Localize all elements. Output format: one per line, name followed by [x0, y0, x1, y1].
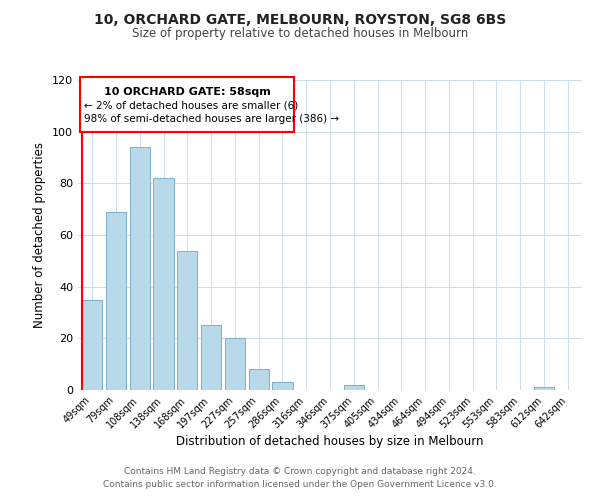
Bar — [344, 385, 364, 390]
Text: Size of property relative to detached houses in Melbourn: Size of property relative to detached ho… — [132, 28, 468, 40]
Text: 10, ORCHARD GATE, MELBOURN, ROYSTON, SG8 6BS: 10, ORCHARD GATE, MELBOURN, ROYSTON, SG8… — [94, 12, 506, 26]
Bar — [106, 212, 126, 390]
Text: 98% of semi-detached houses are larger (386) →: 98% of semi-detached houses are larger (… — [84, 114, 339, 124]
Text: ← 2% of detached houses are smaller (6): ← 2% of detached houses are smaller (6) — [84, 100, 298, 110]
Bar — [80, 78, 295, 132]
Bar — [154, 178, 173, 390]
Bar — [177, 250, 197, 390]
Text: Contains public sector information licensed under the Open Government Licence v3: Contains public sector information licen… — [103, 480, 497, 489]
Bar — [248, 370, 269, 390]
Bar — [225, 338, 245, 390]
Bar — [272, 382, 293, 390]
Bar — [201, 326, 221, 390]
Text: Contains HM Land Registry data © Crown copyright and database right 2024.: Contains HM Land Registry data © Crown c… — [124, 467, 476, 476]
Y-axis label: Number of detached properties: Number of detached properties — [34, 142, 46, 328]
X-axis label: Distribution of detached houses by size in Melbourn: Distribution of detached houses by size … — [176, 436, 484, 448]
Bar — [534, 388, 554, 390]
Bar — [82, 300, 103, 390]
Text: 10 ORCHARD GATE: 58sqm: 10 ORCHARD GATE: 58sqm — [104, 87, 271, 97]
Bar — [130, 147, 150, 390]
